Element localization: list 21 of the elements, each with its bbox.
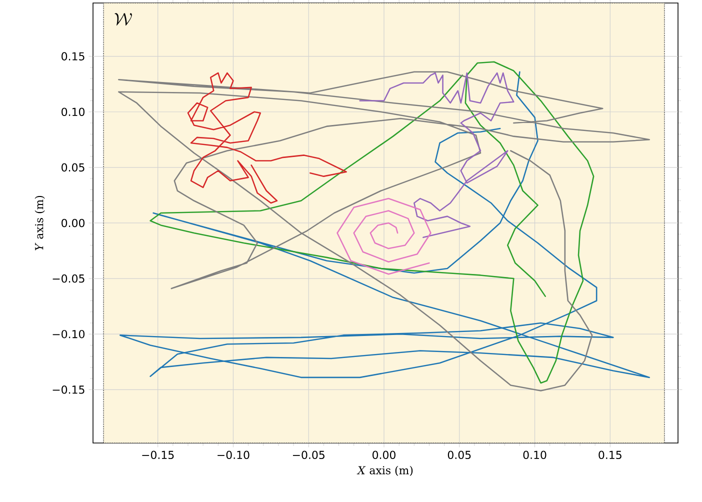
x-tick-label: −0.05	[292, 450, 324, 460]
y-tick-label: 0.10	[62, 108, 84, 116]
y-tick-label: 0.00	[62, 218, 84, 228]
y-axis-title: Y axis (m)	[34, 196, 45, 250]
x-axis-title: X axis (m)	[356, 466, 413, 476]
y-tick-label: 0.05	[62, 163, 84, 172]
line-series	[359, 72, 514, 238]
x-tick-label: 0.00	[372, 450, 396, 460]
x-tick-label: −0.15	[142, 450, 174, 460]
line-series	[150, 61, 594, 384]
line-series	[336, 198, 432, 275]
x-tick-label: 0.10	[523, 450, 546, 460]
x-tick-label: 0.05	[448, 450, 471, 460]
line-series	[187, 72, 347, 204]
y-tick-label: −0.10	[52, 330, 84, 338]
y-tick-label: −0.05	[52, 274, 84, 283]
y-tick-label: 0.15	[62, 52, 84, 60]
x-tick-label: 0.15	[598, 450, 622, 460]
annotation: $\mathcal{W}$	[114, 13, 132, 26]
y-tick-label: −0.15	[52, 386, 84, 394]
x-tick-label: −0.10	[218, 450, 250, 460]
